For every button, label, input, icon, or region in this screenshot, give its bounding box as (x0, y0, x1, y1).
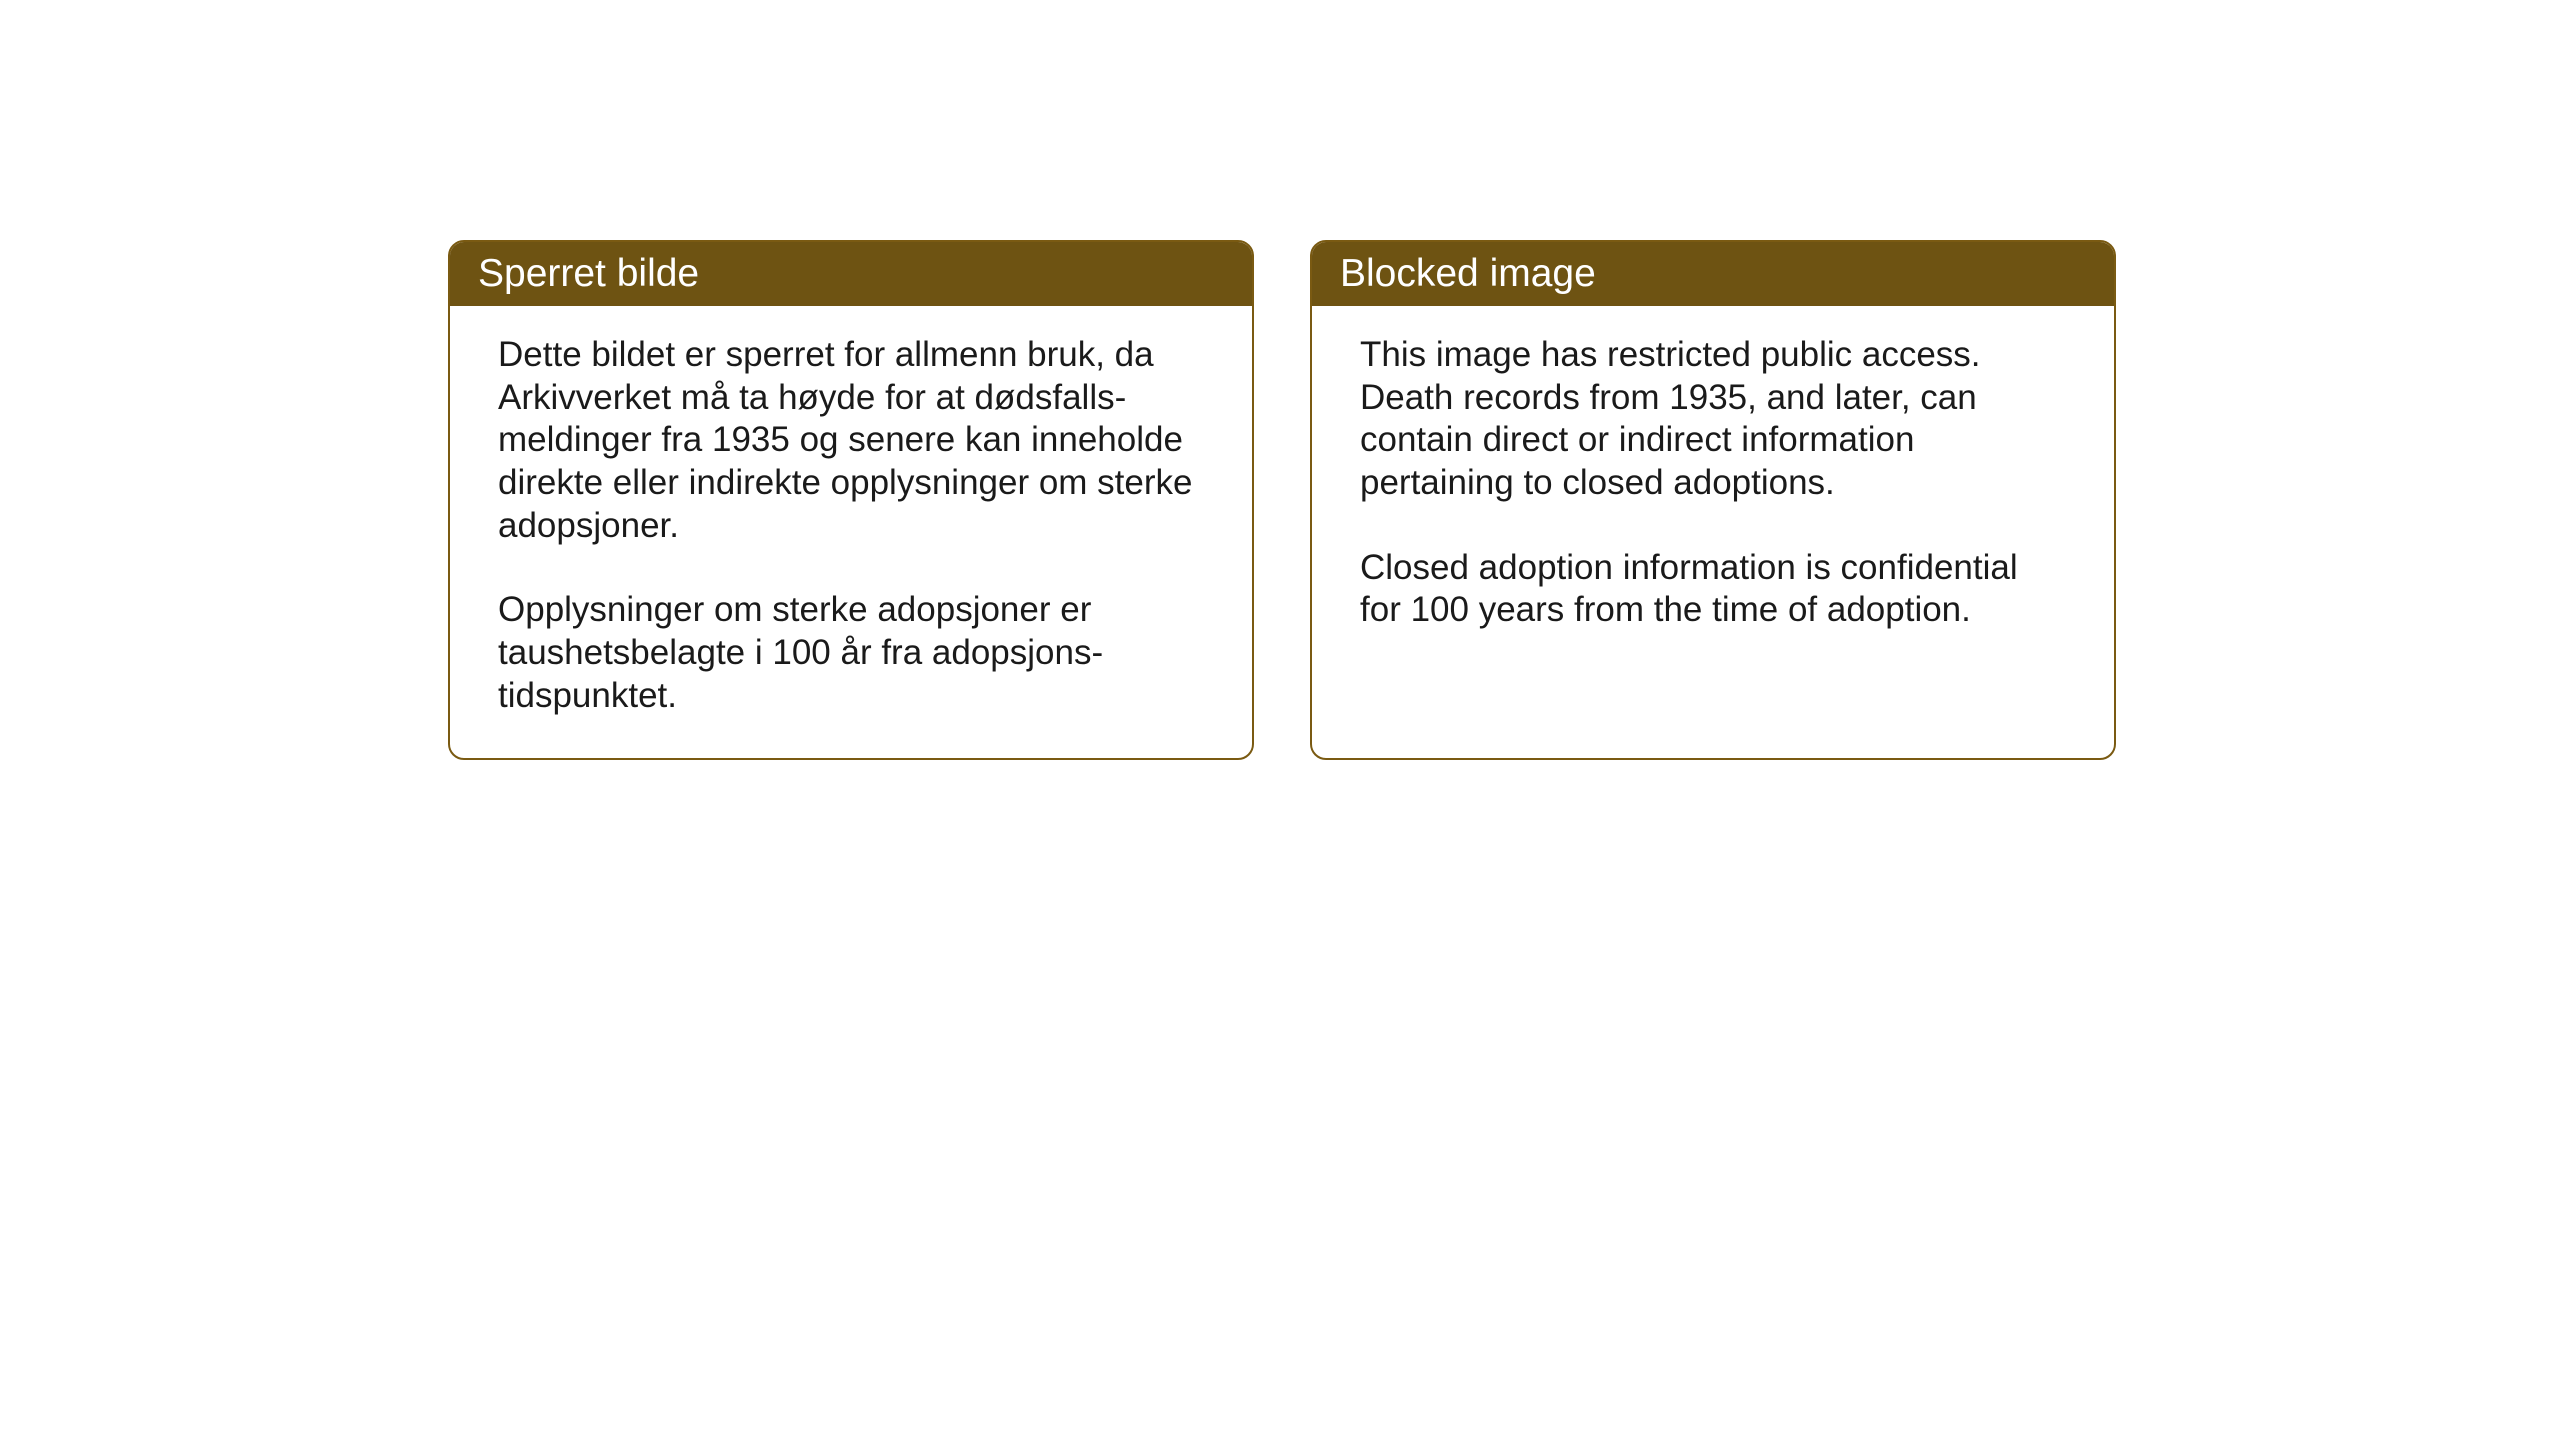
norwegian-card-header: Sperret bilde (450, 242, 1252, 306)
norwegian-card-title: Sperret bilde (478, 252, 699, 295)
norwegian-paragraph-2: Opplysninger om sterke adopsjoner er tau… (498, 589, 1204, 717)
notice-container: Sperret bilde Dette bildet er sperret fo… (448, 240, 2116, 760)
english-notice-card: Blocked image This image has restricted … (1310, 240, 2116, 760)
english-card-body: This image has restricted public access.… (1312, 306, 2114, 726)
norwegian-paragraph-1: Dette bildet er sperret for allmenn bruk… (498, 334, 1204, 547)
norwegian-card-body: Dette bildet er sperret for allmenn bruk… (450, 306, 1252, 758)
english-paragraph-1: This image has restricted public access.… (1360, 334, 2066, 505)
english-card-title: Blocked image (1340, 252, 1596, 295)
english-paragraph-2: Closed adoption information is confident… (1360, 547, 2066, 632)
english-card-header: Blocked image (1312, 242, 2114, 306)
norwegian-notice-card: Sperret bilde Dette bildet er sperret fo… (448, 240, 1254, 760)
